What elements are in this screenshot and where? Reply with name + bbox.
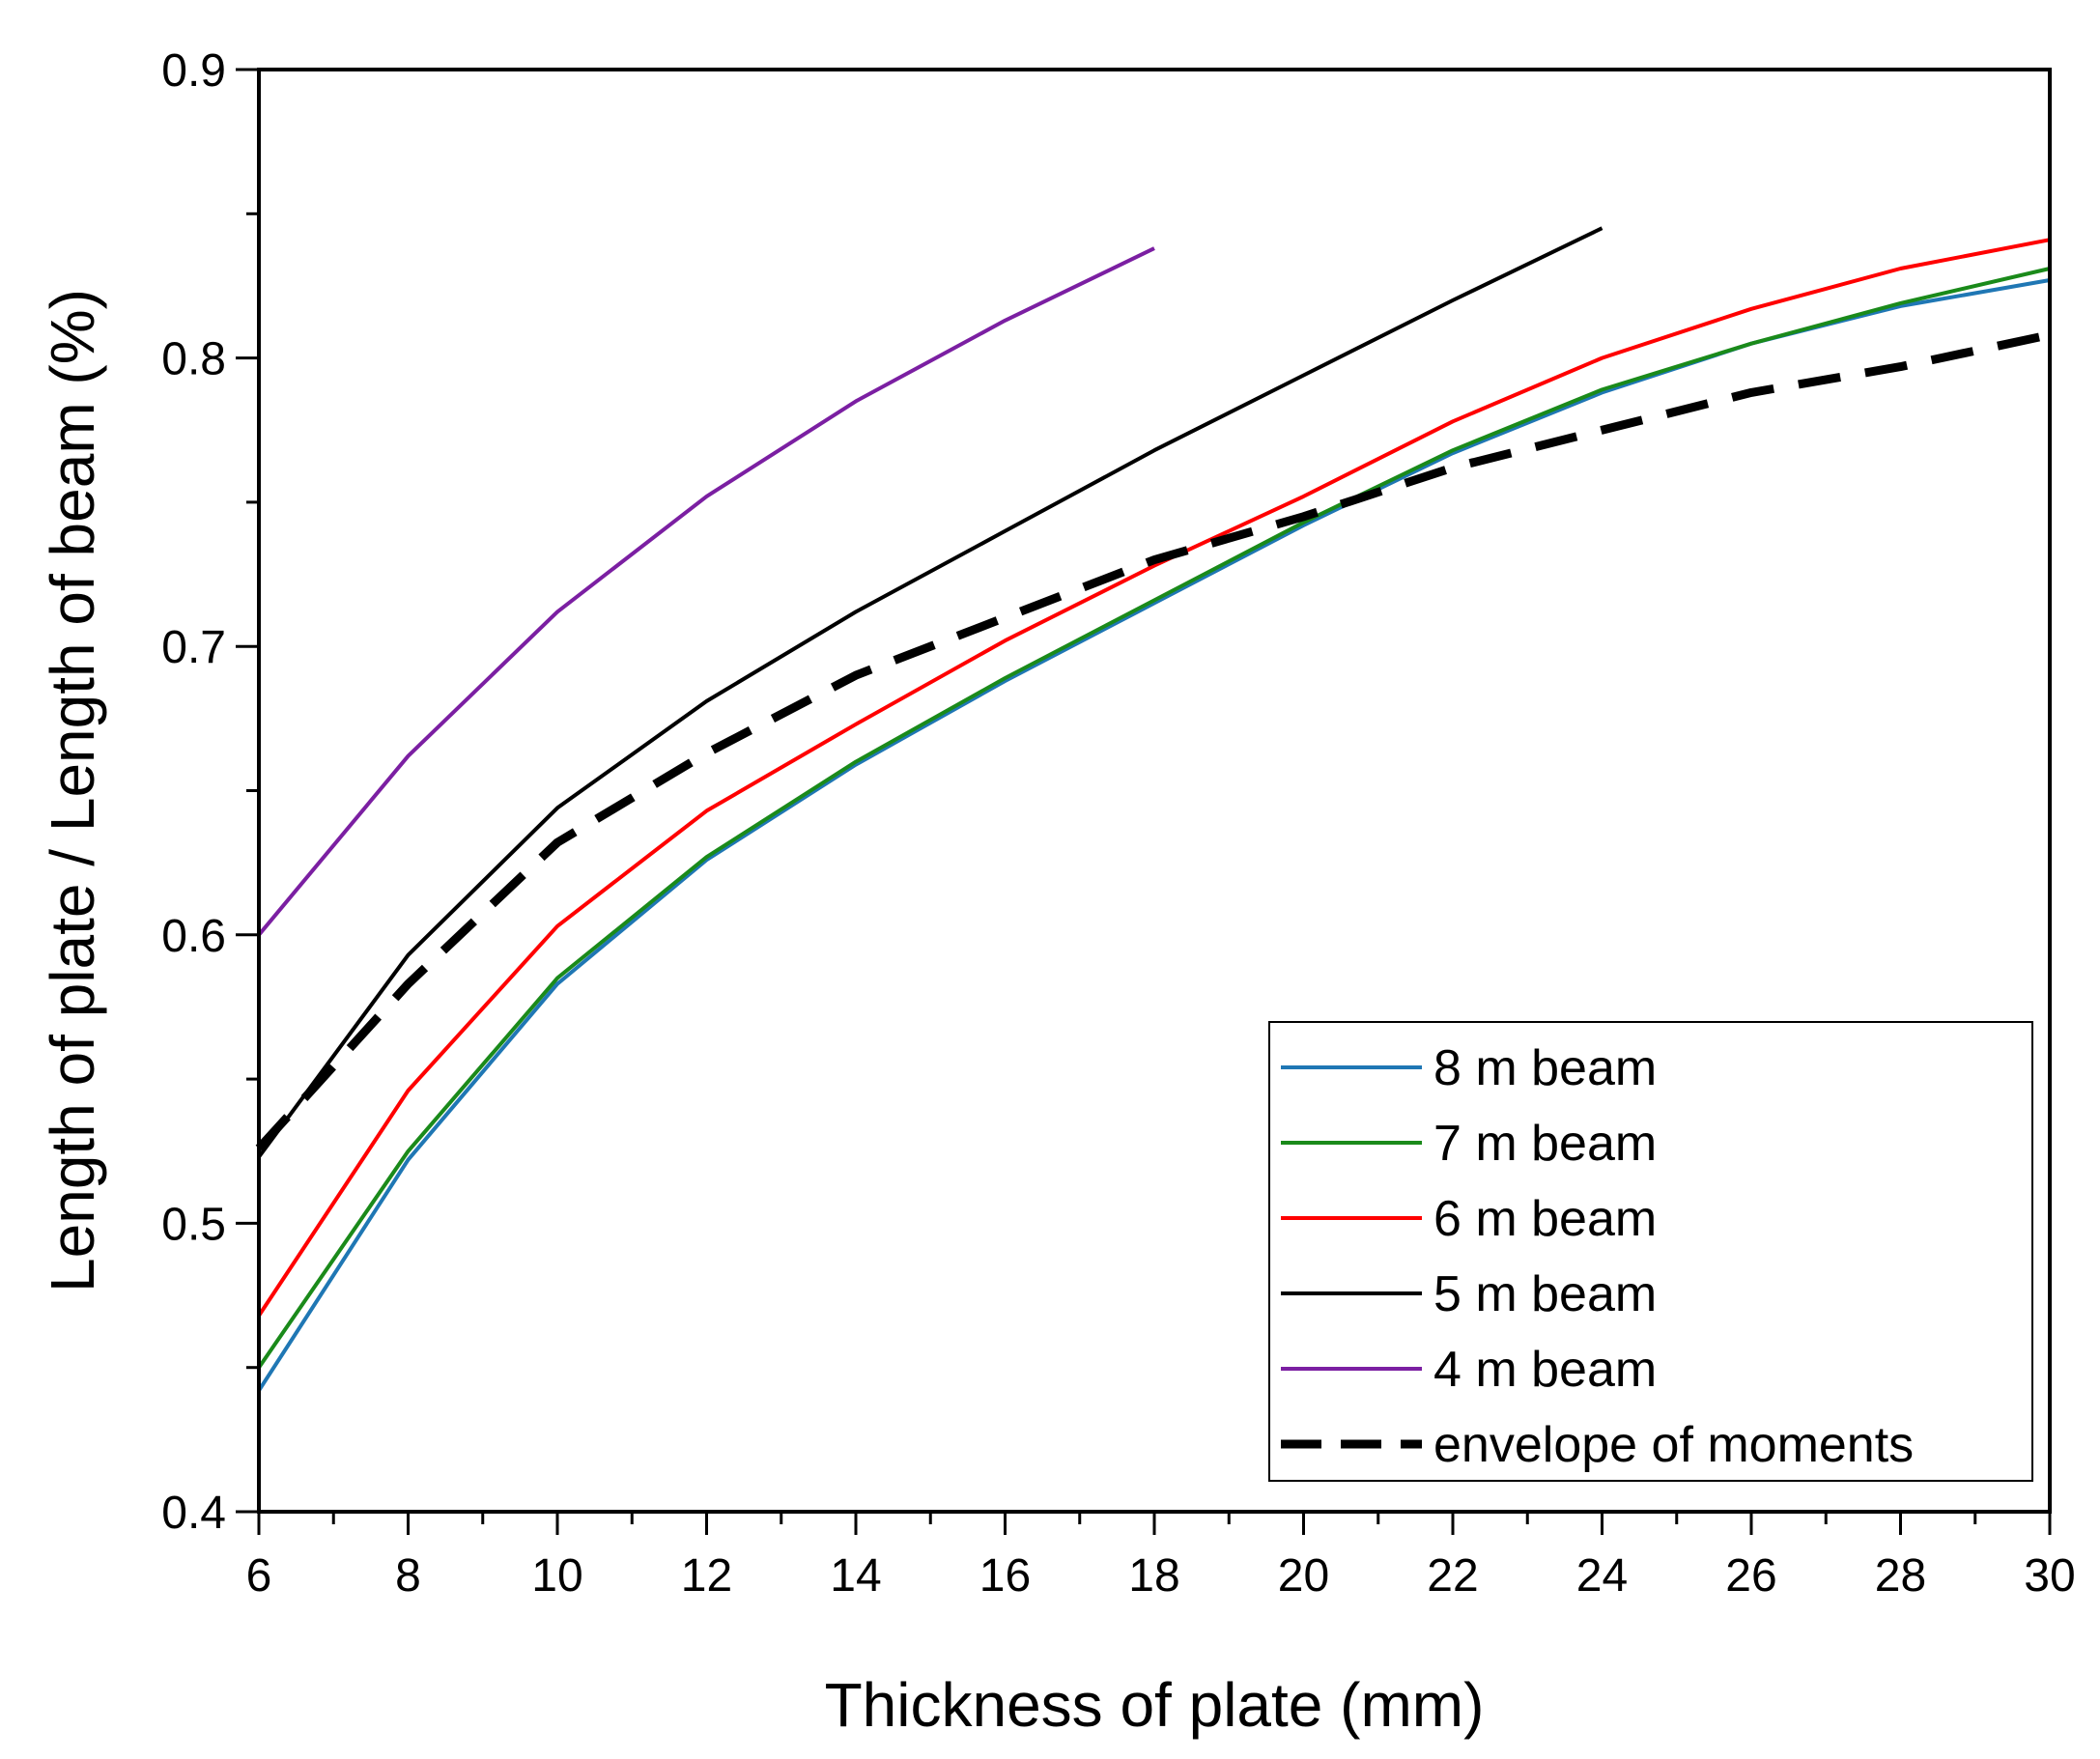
x-tick-label: 12 — [681, 1550, 732, 1602]
x-tick-label: 8 — [395, 1550, 421, 1602]
x-tick-label: 30 — [2024, 1550, 2075, 1602]
legend-label-5: envelope of moments — [1433, 1417, 1914, 1473]
x-tick-label: 16 — [979, 1550, 1031, 1602]
tick-labels-layer: 6 8 10 12 14 16 18 20 22 24 26 28 30 0.4 0.5 0.6 0.7 0.8 0… — [161, 45, 2075, 1602]
legend-label-4: 4 m beam — [1433, 1342, 1657, 1398]
series-layer — [255, 226, 2051, 1392]
series-line-4 — [257, 246, 1155, 937]
y-tick-label: 0.7 — [161, 622, 226, 673]
y-tick-label: 0.5 — [161, 1199, 226, 1250]
y-tick-label: 0.6 — [161, 911, 226, 962]
x-tick-label: 28 — [1875, 1550, 1926, 1602]
x-axis-title: Thickness of plate (mm) — [825, 1670, 1485, 1740]
legend-box — [1268, 1021, 2033, 1482]
x-tick-label: 6 — [246, 1550, 272, 1602]
x-tick-label: 24 — [1576, 1550, 1628, 1602]
legend-label-0: 8 m beam — [1433, 1040, 1657, 1096]
series-line-3 — [257, 226, 1603, 1158]
ticks-layer — [236, 68, 2052, 1535]
x-tick-label: 18 — [1128, 1550, 1179, 1602]
x-tick-label: 10 — [531, 1550, 582, 1602]
legend-label-2: 6 m beam — [1433, 1191, 1657, 1247]
x-tick-label: 22 — [1427, 1550, 1478, 1602]
legend: 8 m beam 7 m beam 6 m beam 5 m beam 4 m beam… — [1268, 1021, 2033, 1482]
series-line-2 — [257, 238, 2051, 1318]
y-tick-label: 0.8 — [161, 334, 226, 385]
y-tick-label: 0.4 — [161, 1488, 226, 1539]
legend-label-1: 7 m beam — [1433, 1116, 1657, 1172]
series-line-1 — [257, 267, 2051, 1369]
y-axis-title: Length of plate / Length of beam (%) — [38, 289, 107, 1292]
x-tick-label: 26 — [1725, 1550, 1776, 1602]
x-tick-label: 14 — [830, 1550, 881, 1602]
plot-frame — [257, 68, 2052, 1514]
y-tick-label: 0.9 — [161, 45, 226, 97]
legend-label-3: 5 m beam — [1433, 1266, 1657, 1322]
series-line-5 — [255, 330, 2051, 1151]
x-tick-label: 20 — [1278, 1550, 1329, 1602]
